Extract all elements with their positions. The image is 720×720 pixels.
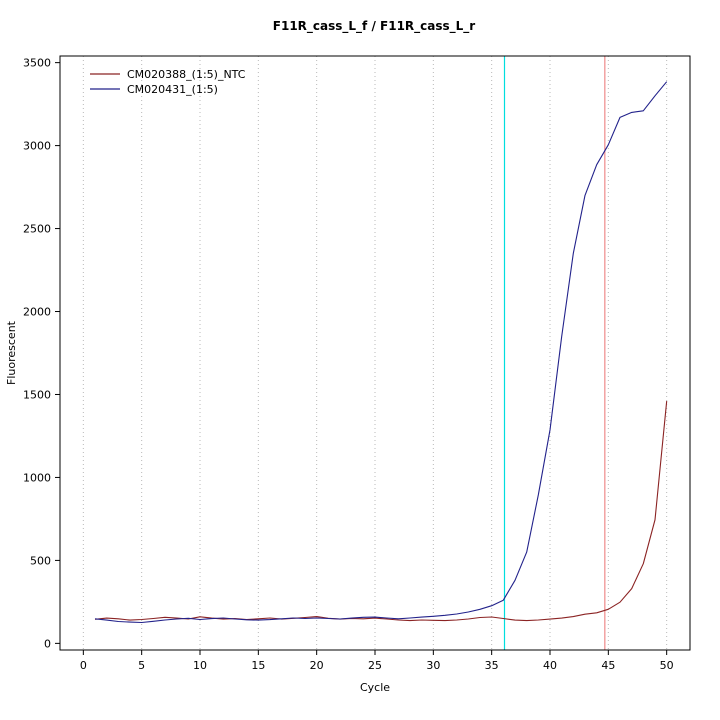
x-tick-label: 5	[138, 659, 145, 672]
x-tick-label: 50	[660, 659, 674, 672]
x-tick-label: 40	[543, 659, 557, 672]
x-tick-label: 20	[310, 659, 324, 672]
legend: CM020388_(1:5)_NTC CM020431_(1:5)	[90, 68, 246, 96]
y-tick-label: 3000	[23, 140, 51, 153]
y-tick-label: 2500	[23, 223, 51, 236]
series-line-1	[94, 81, 668, 624]
y-tick-label: 2000	[23, 306, 51, 319]
x-tick-label: 30	[426, 659, 440, 672]
x-tick-label: 0	[80, 659, 87, 672]
y-tick-label: 500	[30, 554, 51, 567]
x-tick-label: 25	[368, 659, 382, 672]
x-axis-title: Cycle	[360, 681, 390, 694]
series-line-0	[94, 401, 668, 622]
x-tick-label: 35	[485, 659, 499, 672]
y-axis-title: Fluorescent	[5, 320, 18, 385]
x-tick-label: 15	[251, 659, 265, 672]
y-tick-label: 0	[44, 637, 51, 650]
legend-label: CM020431_(1:5)	[127, 83, 218, 96]
x-tick-label: 45	[601, 659, 615, 672]
y-tick-label: 1500	[23, 388, 51, 401]
plot-dynamic-under-layer	[82, 56, 668, 650]
y-tick-label: 1000	[23, 471, 51, 484]
plot-dynamic-over-layer: 0 5 10 15 20 25 30 35 40 45 5005001000150020002500…	[23, 55, 691, 672]
chart-title: F11R_cass_L_f / F11R_cass_L_r	[273, 19, 476, 34]
x-tick-label: 10	[193, 659, 207, 672]
y-tick-label: 3500	[23, 57, 51, 70]
legend-label: CM020388_(1:5)_NTC	[127, 68, 246, 81]
